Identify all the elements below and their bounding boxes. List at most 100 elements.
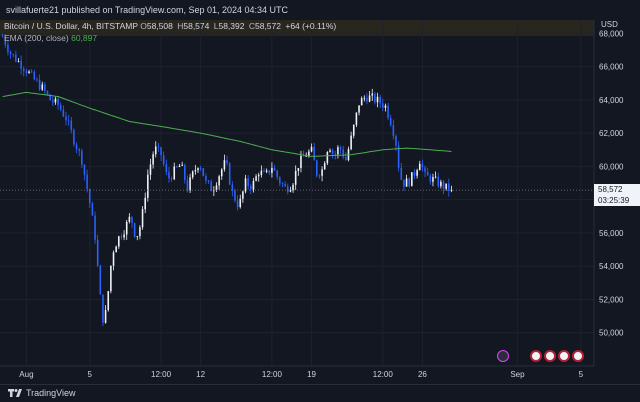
candle-body <box>30 71 33 73</box>
candle-body <box>9 51 12 55</box>
candle-body <box>7 44 9 52</box>
us-flag-event-icon[interactable] <box>558 350 570 362</box>
x-tick-label: 5 <box>579 370 584 379</box>
candle-body <box>413 172 416 176</box>
ema-row[interactable]: EMA (200, close) 60,897 <box>4 32 336 44</box>
candle-body <box>342 149 344 157</box>
candle-body <box>289 190 292 192</box>
candle-body <box>99 265 102 295</box>
candle-body <box>17 60 20 62</box>
candle-body <box>44 84 46 92</box>
candle-body <box>94 215 96 240</box>
candle-body <box>350 135 352 150</box>
candle-body <box>96 239 99 266</box>
candle-body <box>392 125 395 136</box>
y-tick-label: 68,000 <box>599 29 624 38</box>
candle-body <box>210 181 212 192</box>
y-tick-label: 56,000 <box>599 229 624 238</box>
candle-body <box>252 180 255 190</box>
candle-body <box>36 79 38 81</box>
candle-body <box>300 155 302 169</box>
candle-body <box>91 203 94 216</box>
candle-body <box>228 163 231 185</box>
x-tick-label: 12 <box>196 370 205 379</box>
candle-body <box>213 190 215 192</box>
candle-body <box>160 147 162 156</box>
candle-body <box>186 179 189 191</box>
candle-body <box>257 174 260 177</box>
candle-body <box>318 175 321 177</box>
symbol-title[interactable]: Bitcoin / U.S. Dollar, 4h, BITSTAMP <box>4 21 138 31</box>
last-price-value: 58,572 <box>598 185 623 195</box>
us-flag-event-icon[interactable] <box>530 350 542 362</box>
close-label: C <box>248 21 255 31</box>
candle-body <box>234 190 236 201</box>
candle-body <box>147 174 149 198</box>
candle-body <box>395 135 397 146</box>
candle-body <box>207 180 210 182</box>
candle-body <box>102 294 104 323</box>
candle-body <box>120 236 123 238</box>
candle-body <box>165 164 168 173</box>
us-flag-event-icon[interactable] <box>544 350 556 362</box>
footer-bar: TradingView <box>0 384 640 402</box>
candle-body <box>379 96 381 104</box>
candle-body <box>376 96 379 103</box>
close-value: 58,572 <box>254 21 281 31</box>
candle-body <box>450 190 453 191</box>
x-tick-label: 19 <box>307 370 316 379</box>
candle-body <box>75 144 78 150</box>
candle-body <box>358 105 360 113</box>
candle-body <box>54 98 57 103</box>
candle-body <box>20 60 22 69</box>
candle-body <box>65 116 67 121</box>
candle-body <box>107 291 110 311</box>
low-label: L <box>213 21 219 31</box>
candle-body <box>125 221 128 235</box>
candle-body <box>202 168 205 177</box>
candle-body <box>57 98 59 105</box>
candle-body <box>52 100 54 103</box>
candle-body <box>339 147 342 150</box>
time-axis[interactable]: Aug 5 12:00 12 12:00 19 12:00 26 Sep 5 <box>19 370 583 379</box>
candle-body <box>152 154 154 165</box>
candle-body <box>139 227 141 237</box>
candle-body <box>173 166 176 180</box>
candle-body <box>305 155 308 157</box>
x-tick-label: 5 <box>88 370 93 379</box>
candle-body <box>363 97 366 99</box>
highlight-band <box>0 20 594 36</box>
candle-body <box>292 184 294 191</box>
candle-body <box>189 177 191 191</box>
y-tick-label: 52,000 <box>599 295 624 304</box>
candle-body <box>411 172 413 187</box>
candle-body <box>78 149 80 151</box>
candle-body <box>308 151 310 156</box>
candle-body <box>33 71 36 80</box>
tradingview-brand[interactable]: TradingView <box>26 388 76 398</box>
candle-body <box>242 191 244 199</box>
candle-body <box>12 54 14 55</box>
candle-body <box>112 252 115 266</box>
candle-body <box>170 178 173 180</box>
candle-body <box>70 120 73 131</box>
candle-body <box>265 170 268 172</box>
candle-body <box>271 167 273 173</box>
candle-body <box>382 103 384 108</box>
x-tick-label: 12:00 <box>373 370 394 379</box>
candle-body <box>321 169 323 176</box>
lightning-event-icon[interactable] <box>497 350 509 362</box>
y-tick-label: 62,000 <box>599 129 624 138</box>
candle-body <box>368 95 371 102</box>
candle-body <box>49 94 51 101</box>
candle-body <box>176 166 178 168</box>
candle-body <box>194 170 197 172</box>
x-tick-label: 26 <box>418 370 427 379</box>
candle-body <box>302 155 305 157</box>
us-flag-event-icon[interactable] <box>572 350 584 362</box>
candle-body <box>329 150 331 152</box>
candle-body <box>294 171 297 185</box>
candle-body <box>59 104 62 110</box>
